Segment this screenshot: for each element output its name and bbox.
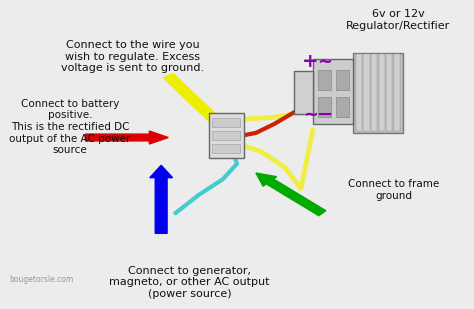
Text: bougetorsle.com: bougetorsle.com (9, 275, 74, 284)
Text: ~: ~ (303, 105, 318, 123)
FancyBboxPatch shape (209, 113, 244, 158)
FancyArrow shape (150, 165, 173, 233)
FancyBboxPatch shape (364, 54, 370, 131)
FancyBboxPatch shape (356, 54, 362, 131)
FancyArrow shape (164, 74, 230, 134)
FancyBboxPatch shape (318, 97, 331, 117)
Text: 6v or 12v
Regulator/Rectifier: 6v or 12v Regulator/Rectifier (346, 9, 450, 31)
FancyBboxPatch shape (379, 54, 385, 131)
FancyBboxPatch shape (336, 70, 349, 90)
Text: Connect to battery
positive.
This is the rectified DC
output of the AC power
sou: Connect to battery positive. This is the… (9, 99, 131, 155)
FancyArrow shape (256, 173, 326, 216)
Text: Connect to the wire you
wish to regulate. Excess
voltage is sent to ground.: Connect to the wire you wish to regulate… (61, 40, 204, 73)
FancyBboxPatch shape (212, 131, 240, 140)
FancyBboxPatch shape (318, 70, 331, 90)
FancyBboxPatch shape (336, 97, 349, 117)
FancyArrow shape (85, 131, 168, 144)
Text: +: + (302, 52, 319, 71)
FancyBboxPatch shape (294, 71, 313, 114)
FancyBboxPatch shape (353, 53, 403, 133)
FancyBboxPatch shape (212, 144, 240, 153)
Text: Connect to generator,
magneto, or other AC output
(power source): Connect to generator, magneto, or other … (109, 266, 270, 299)
FancyBboxPatch shape (371, 54, 377, 131)
Text: −: − (317, 105, 333, 124)
FancyBboxPatch shape (212, 118, 240, 127)
Text: Connect to frame
ground: Connect to frame ground (348, 179, 439, 201)
FancyBboxPatch shape (313, 59, 353, 124)
FancyBboxPatch shape (394, 54, 400, 131)
FancyBboxPatch shape (386, 54, 392, 131)
Text: ~: ~ (317, 53, 332, 71)
